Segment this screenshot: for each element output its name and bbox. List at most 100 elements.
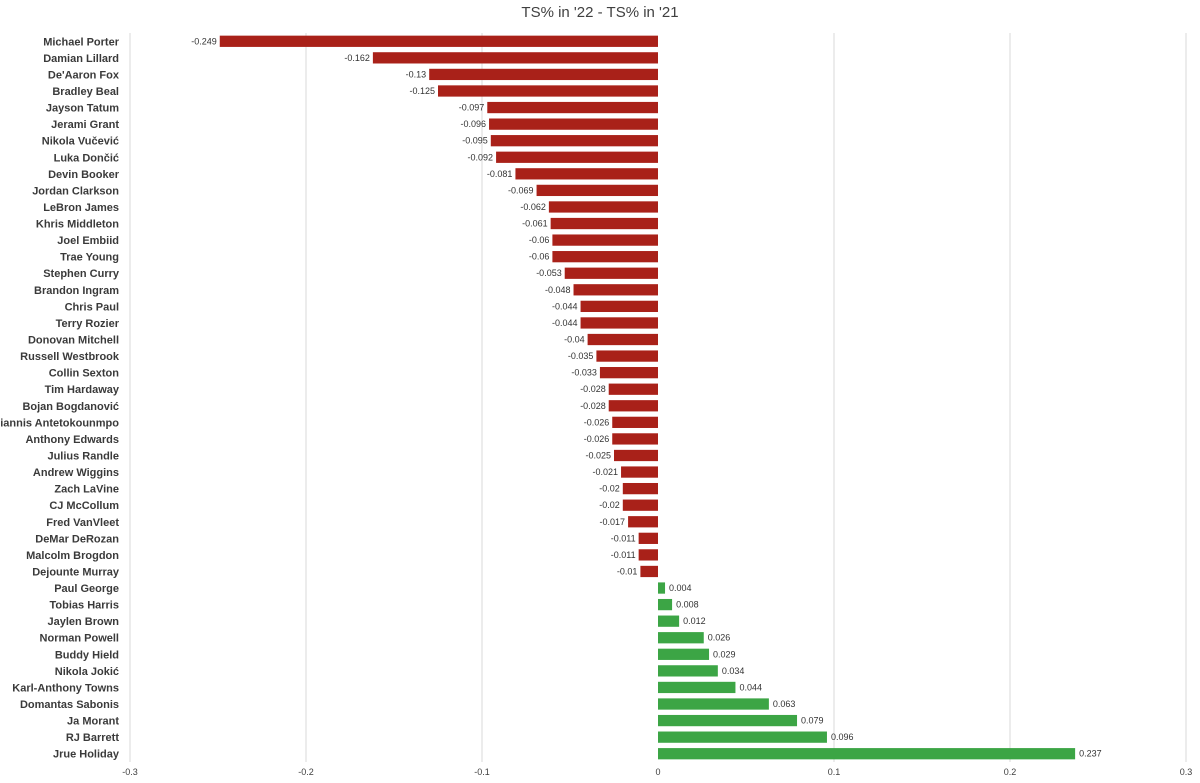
category-label: Jrue Holiday (53, 749, 120, 761)
x-tick-label: -0.2 (298, 767, 314, 777)
data-label: -0.097 (459, 103, 485, 113)
category-label: Terry Rozier (56, 318, 120, 330)
category-label: Collin Sexton (49, 368, 120, 380)
category-label: Julius Randle (47, 450, 119, 462)
data-label: -0.096 (461, 119, 487, 129)
bar (515, 168, 658, 180)
category-label: Fred VanVleet (46, 517, 119, 529)
bar (564, 267, 658, 279)
data-label: -0.061 (522, 219, 548, 229)
category-label: Tobias Harris (50, 600, 120, 612)
x-tick-label: -0.3 (122, 767, 138, 777)
category-label: De'Aaron Fox (48, 69, 120, 81)
data-label: -0.017 (600, 517, 626, 527)
category-label: Brandon Ingram (34, 285, 119, 297)
bar (658, 632, 704, 644)
grid-lines (129, 33, 1187, 762)
data-label: -0.02 (599, 500, 620, 510)
data-label: -0.04 (564, 335, 585, 345)
bar (638, 549, 658, 561)
data-label: -0.06 (529, 252, 550, 262)
bar (429, 68, 658, 81)
category-label: Andrew Wiggins (33, 467, 119, 479)
bar (487, 101, 658, 114)
category-label: Michael Porter (43, 36, 120, 48)
category-label: Bojan Bogdanović (22, 401, 119, 413)
bar (658, 731, 827, 743)
data-label: -0.062 (520, 202, 546, 212)
bar (580, 300, 658, 313)
bar (612, 416, 658, 428)
bar (658, 615, 680, 627)
data-label: -0.033 (571, 368, 597, 378)
category-label: Buddy Hield (55, 649, 119, 661)
data-label: -0.026 (584, 434, 610, 444)
bar (628, 516, 658, 528)
bar (599, 367, 658, 379)
category-label: DeMar DeRozan (35, 533, 119, 545)
bars: -0.249 -0.162 -0.13 -0.125 -0.097 -0.096 -0.09… (191, 35, 1102, 760)
data-label: -0.069 (508, 185, 534, 195)
x-tick-label: 0 (655, 767, 660, 777)
data-label: -0.011 (611, 550, 636, 560)
bar (658, 698, 769, 710)
bar (596, 350, 658, 362)
x-tick-label: -0.1 (474, 767, 490, 777)
bar (638, 532, 658, 544)
bar (614, 449, 658, 462)
category-label: Nikola Jokić (55, 666, 119, 678)
bar (658, 582, 666, 594)
bar (573, 284, 658, 296)
data-label: -0.028 (580, 401, 606, 411)
data-label: -0.092 (468, 152, 494, 162)
x-tick-label: 0.2 (1004, 767, 1017, 777)
data-label: -0.095 (462, 136, 488, 146)
data-label: 0.096 (831, 732, 854, 742)
category-label: Bradley Beal (52, 86, 119, 98)
bar (622, 482, 658, 495)
category-label: Devin Booker (48, 169, 120, 181)
x-tick-label: 0.1 (828, 767, 841, 777)
category-label: Norman Powell (40, 633, 119, 645)
bar (438, 85, 658, 97)
bar (658, 665, 718, 677)
bar (608, 400, 658, 412)
bar (612, 433, 658, 445)
data-label: -0.249 (191, 36, 217, 46)
data-label: -0.028 (580, 384, 606, 394)
data-label: -0.026 (584, 417, 610, 427)
data-label: -0.081 (487, 169, 513, 179)
category-label: LeBron James (43, 202, 119, 214)
data-label: -0.01 (617, 566, 638, 576)
category-label: Jaylen Brown (47, 616, 119, 628)
bar (219, 35, 658, 47)
data-label: -0.025 (585, 450, 611, 460)
chart-title: TS% in '22 - TS% in '21 (521, 4, 679, 21)
data-label: -0.13 (406, 69, 427, 79)
category-label: Paul George (54, 583, 119, 595)
data-label: 0.012 (683, 616, 706, 626)
bar (658, 648, 710, 660)
bar (550, 217, 658, 230)
category-label: Jerami Grant (51, 119, 119, 131)
bar (608, 383, 658, 395)
category-label: Nikola Vučević (42, 136, 119, 148)
category-label: Damian Lillard (43, 53, 119, 65)
bar (658, 748, 1076, 760)
data-label: -0.06 (529, 235, 550, 245)
bar (372, 52, 658, 64)
category-label: Donovan Mitchell (28, 335, 119, 347)
category-label: Russell Westbrook (20, 351, 120, 363)
bar (548, 201, 658, 213)
data-label: 0.237 (1079, 749, 1102, 759)
category-labels: Michael Porter Damian Lillard De'Aaron Fox… (0, 36, 120, 760)
bar (658, 598, 673, 611)
data-label: -0.035 (568, 351, 594, 361)
bar (489, 118, 658, 130)
category-label: Jayson Tatum (46, 103, 119, 115)
category-label: Khris Middleton (36, 219, 119, 231)
bar (622, 499, 658, 511)
category-label: Karl-Anthony Towns (12, 682, 119, 694)
data-label: 0.034 (722, 666, 745, 676)
